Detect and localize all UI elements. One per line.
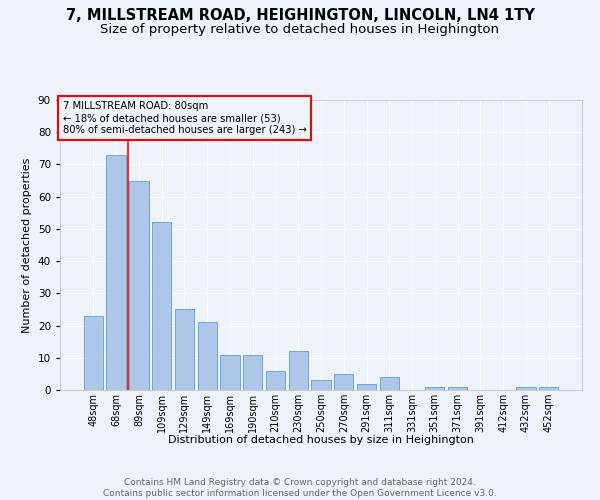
Text: Contains HM Land Registry data © Crown copyright and database right 2024.
Contai: Contains HM Land Registry data © Crown c… (103, 478, 497, 498)
Text: Size of property relative to detached houses in Heighington: Size of property relative to detached ho… (101, 22, 499, 36)
Bar (175, 310, 194, 390)
Bar (197, 322, 217, 390)
Bar (311, 380, 331, 390)
Bar (334, 374, 353, 390)
Bar (516, 387, 536, 390)
Bar (266, 370, 285, 390)
Bar (289, 352, 308, 390)
Bar (152, 222, 172, 390)
Bar (357, 384, 376, 390)
Bar (106, 155, 126, 390)
Text: Distribution of detached houses by size in Heighington: Distribution of detached houses by size … (168, 435, 474, 445)
Text: 7, MILLSTREAM ROAD, HEIGHINGTON, LINCOLN, LN4 1TY: 7, MILLSTREAM ROAD, HEIGHINGTON, LINCOLN… (65, 8, 535, 22)
Text: 7 MILLSTREAM ROAD: 80sqm
← 18% of detached houses are smaller (53)
80% of semi-d: 7 MILLSTREAM ROAD: 80sqm ← 18% of detach… (62, 102, 307, 134)
Y-axis label: Number of detached properties: Number of detached properties (22, 158, 32, 332)
Bar (220, 354, 239, 390)
Bar (448, 387, 467, 390)
Bar (380, 377, 399, 390)
Bar (84, 316, 103, 390)
Bar (425, 387, 445, 390)
Bar (243, 354, 262, 390)
Bar (539, 387, 558, 390)
Bar (129, 180, 149, 390)
